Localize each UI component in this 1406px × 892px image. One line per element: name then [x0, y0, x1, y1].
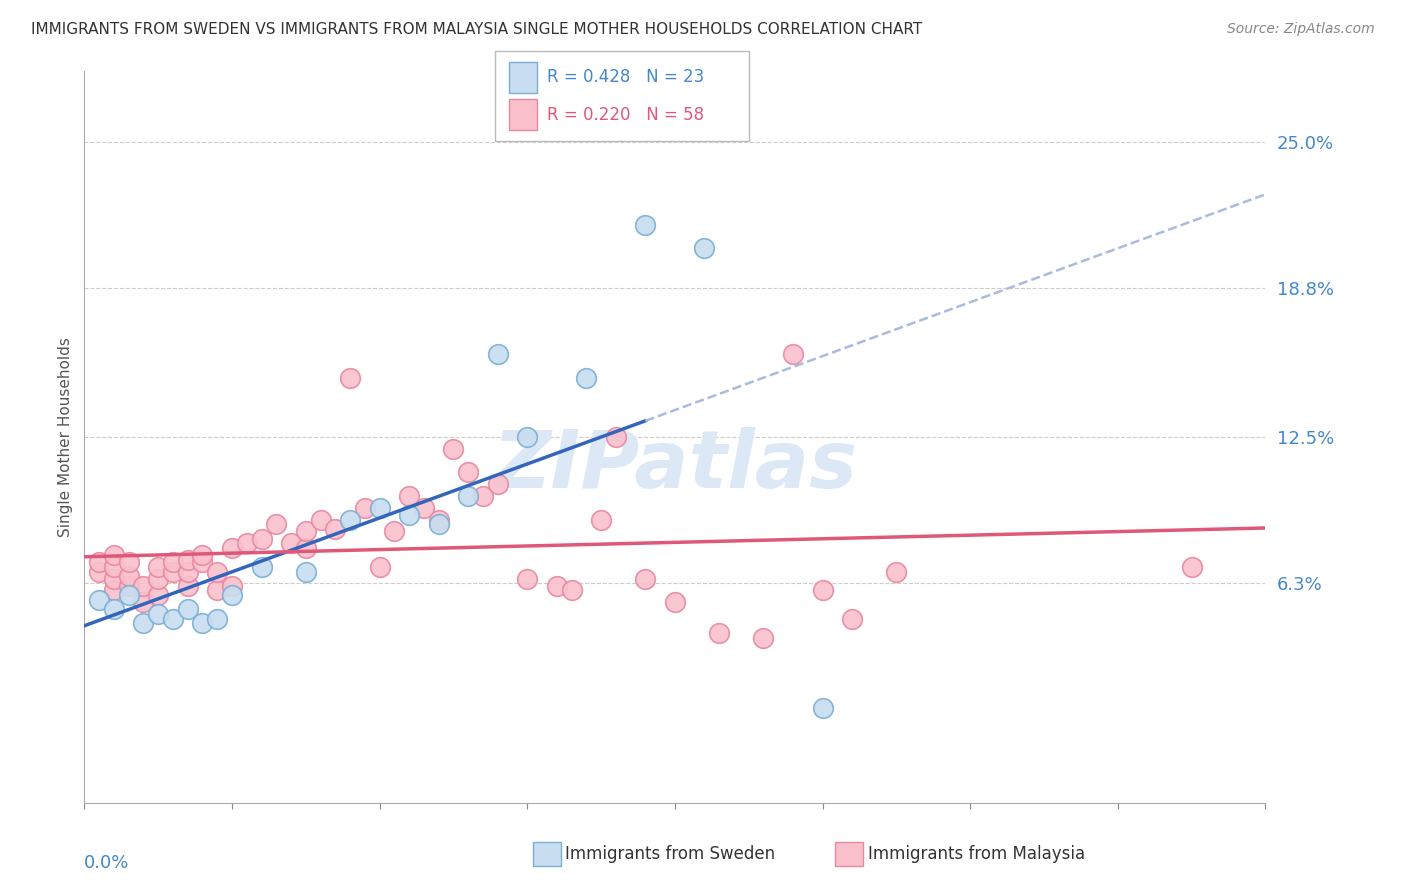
- Point: [561, 583, 583, 598]
- Point: [634, 572, 657, 586]
- Point: [457, 466, 479, 480]
- Point: [132, 616, 155, 631]
- Point: [1181, 559, 1204, 574]
- Text: Immigrants from Malaysia: Immigrants from Malaysia: [868, 845, 1084, 863]
- Point: [546, 579, 568, 593]
- Text: Immigrants from Sweden: Immigrants from Sweden: [565, 845, 775, 863]
- Point: [516, 572, 538, 586]
- Point: [207, 612, 229, 626]
- Point: [398, 508, 420, 522]
- Point: [443, 442, 465, 456]
- Point: [295, 524, 318, 539]
- Point: [148, 559, 170, 574]
- Text: IMMIGRANTS FROM SWEDEN VS IMMIGRANTS FROM MALAYSIA SINGLE MOTHER HOUSEHOLDS CORR: IMMIGRANTS FROM SWEDEN VS IMMIGRANTS FRO…: [31, 22, 922, 37]
- Point: [664, 595, 686, 609]
- Point: [207, 583, 229, 598]
- Point: [162, 565, 184, 579]
- Text: R = 0.428   N = 23: R = 0.428 N = 23: [547, 68, 704, 87]
- Point: [752, 631, 775, 645]
- Text: Source: ZipAtlas.com: Source: ZipAtlas.com: [1227, 22, 1375, 37]
- Point: [148, 607, 170, 621]
- Point: [162, 555, 184, 569]
- Point: [103, 602, 125, 616]
- Point: [309, 513, 332, 527]
- Point: [398, 489, 420, 503]
- Point: [295, 565, 318, 579]
- Point: [103, 559, 125, 574]
- Point: [486, 477, 509, 491]
- Point: [427, 517, 450, 532]
- Point: [591, 513, 613, 527]
- Point: [368, 500, 391, 515]
- Point: [221, 588, 243, 602]
- Point: [221, 579, 243, 593]
- Point: [103, 583, 125, 598]
- Point: [177, 579, 200, 593]
- Point: [148, 572, 170, 586]
- Point: [811, 583, 834, 598]
- Point: [235, 536, 259, 550]
- Point: [339, 371, 361, 385]
- Point: [118, 588, 141, 602]
- Text: ZIPatlas: ZIPatlas: [492, 427, 858, 506]
- Point: [250, 532, 273, 546]
- Point: [427, 513, 450, 527]
- Point: [250, 559, 273, 574]
- Point: [486, 347, 509, 361]
- Text: R = 0.220   N = 58: R = 0.220 N = 58: [547, 105, 704, 124]
- Point: [709, 626, 731, 640]
- Point: [841, 612, 863, 626]
- Point: [782, 347, 804, 361]
- Point: [354, 500, 377, 515]
- Point: [384, 524, 406, 539]
- Point: [280, 536, 302, 550]
- Point: [177, 602, 200, 616]
- Point: [118, 579, 141, 593]
- Point: [605, 430, 627, 444]
- Point: [295, 541, 318, 555]
- Point: [811, 701, 834, 715]
- Point: [339, 513, 361, 527]
- Point: [177, 565, 200, 579]
- Point: [207, 565, 229, 579]
- Point: [103, 572, 125, 586]
- Point: [103, 548, 125, 562]
- Y-axis label: Single Mother Households: Single Mother Households: [58, 337, 73, 537]
- Point: [457, 489, 479, 503]
- Point: [221, 541, 243, 555]
- Point: [413, 500, 436, 515]
- Point: [118, 555, 141, 569]
- Point: [472, 489, 495, 503]
- Point: [516, 430, 538, 444]
- Point: [132, 579, 155, 593]
- Point: [87, 555, 111, 569]
- Point: [693, 241, 716, 255]
- Point: [87, 593, 111, 607]
- Point: [191, 548, 214, 562]
- Point: [575, 371, 598, 385]
- Point: [368, 559, 391, 574]
- Point: [264, 517, 288, 532]
- Point: [162, 612, 184, 626]
- Point: [87, 565, 111, 579]
- Point: [325, 522, 347, 536]
- Point: [634, 218, 657, 232]
- Point: [886, 565, 908, 579]
- Point: [132, 595, 155, 609]
- Point: [118, 569, 141, 583]
- Text: 0.0%: 0.0%: [84, 854, 129, 872]
- Point: [191, 616, 214, 631]
- Point: [191, 555, 214, 569]
- Point: [148, 588, 170, 602]
- Point: [177, 553, 200, 567]
